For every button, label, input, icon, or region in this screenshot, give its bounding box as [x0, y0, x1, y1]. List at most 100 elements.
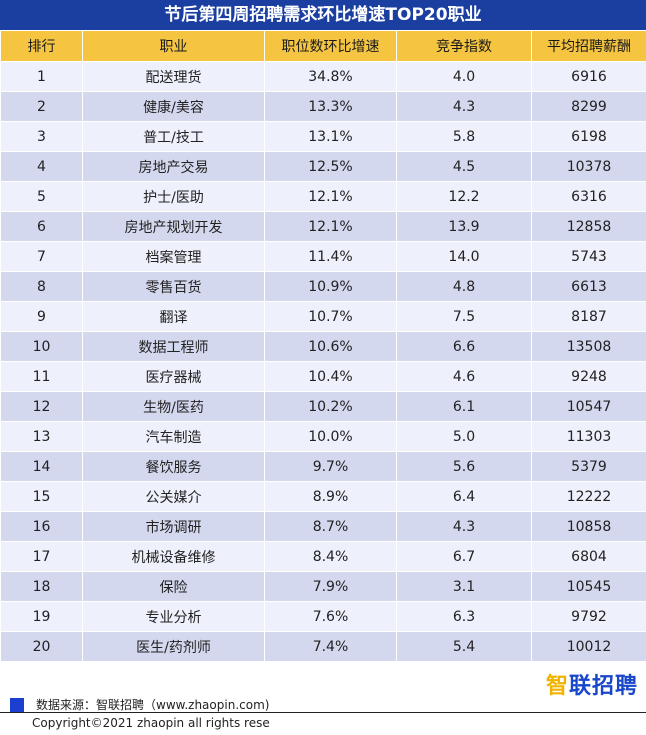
growth-cell: 11.4%	[264, 241, 397, 272]
competition-cell: 6.3	[396, 601, 532, 632]
salary-cell: 6198	[531, 121, 646, 152]
occupation-cell: 餐饮服务	[82, 451, 265, 482]
rank-cell: 1	[0, 61, 83, 92]
salary-cell: 10547	[531, 391, 646, 422]
competition-cell: 14.0	[396, 241, 532, 272]
salary-cell: 6613	[531, 271, 646, 302]
rank-cell: 13	[0, 421, 83, 452]
rank-cell: 10	[0, 331, 83, 362]
table-row: 12 生物/医药 10.2% 6.1 10547	[0, 391, 646, 422]
occupation-cell: 医疗器械	[82, 361, 265, 392]
growth-cell: 13.1%	[264, 121, 397, 152]
rank-cell: 8	[0, 271, 83, 302]
competition-cell: 12.2	[396, 181, 532, 212]
growth-cell: 13.3%	[264, 91, 397, 122]
competition-cell: 6.6	[396, 331, 532, 362]
growth-cell: 10.0%	[264, 421, 397, 452]
competition-cell: 4.6	[396, 361, 532, 392]
occupation-cell: 档案管理	[82, 241, 265, 272]
salary-cell: 13508	[531, 331, 646, 362]
growth-cell: 8.9%	[264, 481, 397, 512]
column-header-competition: 竞争指数	[396, 30, 532, 62]
salary-cell: 11303	[531, 421, 646, 452]
rank-cell: 12	[0, 391, 83, 422]
table-row: 16 市场调研 8.7% 4.3 10858	[0, 511, 646, 542]
competition-cell: 4.3	[396, 91, 532, 122]
table-row: 1 配送理货 34.8% 4.0 6916	[0, 61, 646, 92]
growth-cell: 9.7%	[264, 451, 397, 482]
occupation-cell: 专业分析	[82, 601, 265, 632]
occupation-cell: 保险	[82, 571, 265, 602]
salary-cell: 9248	[531, 361, 646, 392]
column-header-salary: 平均招聘薪酬	[531, 30, 646, 62]
rank-cell: 17	[0, 541, 83, 572]
rank-cell: 15	[0, 481, 83, 512]
salary-cell: 10012	[531, 631, 646, 662]
page-title: 节后第四周招聘需求环比增速TOP20职业	[0, 0, 646, 30]
competition-cell: 6.4	[396, 481, 532, 512]
competition-cell: 5.4	[396, 631, 532, 662]
growth-cell: 10.2%	[264, 391, 397, 422]
occupation-cell: 汽车制造	[82, 421, 265, 452]
table-row: 2 健康/美容 13.3% 4.3 8299	[0, 91, 646, 122]
growth-cell: 34.8%	[264, 61, 397, 92]
data-source-note: 数据来源：智联招聘（www.zhaopin.com)	[10, 696, 269, 713]
rank-cell: 14	[0, 451, 83, 482]
salary-cell: 8299	[531, 91, 646, 122]
rank-cell: 18	[0, 571, 83, 602]
salary-cell: 10858	[531, 511, 646, 542]
salary-cell: 5379	[531, 451, 646, 482]
occupation-cell: 普工/技工	[82, 121, 265, 152]
occupation-cell: 医生/药剂师	[82, 631, 265, 662]
table-header-row: 排行 职业 职位数环比增速 竞争指数 平均招聘薪酬	[0, 30, 646, 62]
table-row: 9 翻译 10.7% 7.5 8187	[0, 301, 646, 332]
competition-cell: 5.6	[396, 451, 532, 482]
growth-cell: 7.9%	[264, 571, 397, 602]
competition-cell: 6.1	[396, 391, 532, 422]
growth-cell: 7.4%	[264, 631, 397, 662]
ranking-table: 排行 职业 职位数环比增速 竞争指数 平均招聘薪酬 1 配送理货 34.8% 4.0 6…	[0, 30, 646, 662]
occupation-cell: 零售百货	[82, 271, 265, 302]
table-row: 6 房地产规划开发 12.1% 13.9 12858	[0, 211, 646, 242]
table-row: 10 数据工程师 10.6% 6.6 13508	[0, 331, 646, 362]
competition-cell: 7.5	[396, 301, 532, 332]
rank-cell: 2	[0, 91, 83, 122]
competition-cell: 4.8	[396, 271, 532, 302]
table-row: 20 医生/药剂师 7.4% 5.4 10012	[0, 631, 646, 662]
table-row: 5 护士/医助 12.1% 12.2 6316	[0, 181, 646, 212]
salary-cell: 12858	[531, 211, 646, 242]
table-row: 13 汽车制造 10.0% 5.0 11303	[0, 421, 646, 452]
competition-cell: 5.0	[396, 421, 532, 452]
table-row: 4 房地产交易 12.5% 4.5 10378	[0, 151, 646, 182]
logo-accent-char: 智	[545, 674, 569, 699]
table-row: 11 医疗器械 10.4% 4.6 9248	[0, 361, 646, 392]
competition-cell: 4.5	[396, 151, 532, 182]
table-row: 8 零售百货 10.9% 4.8 6613	[0, 271, 646, 302]
table-row: 19 专业分析 7.6% 6.3 9792	[0, 601, 646, 632]
growth-cell: 10.4%	[264, 361, 397, 392]
competition-cell: 4.3	[396, 511, 532, 542]
salary-cell: 9792	[531, 601, 646, 632]
zhaopin-logo: 智联招聘	[546, 668, 638, 700]
growth-cell: 10.7%	[264, 301, 397, 332]
table-row: 14 餐饮服务 9.7% 5.6 5379	[0, 451, 646, 482]
rank-cell: 19	[0, 601, 83, 632]
occupation-cell: 房地产规划开发	[82, 211, 265, 242]
column-header-occupation: 职业	[82, 30, 265, 62]
column-header-growth: 职位数环比增速	[264, 30, 397, 62]
logo-rest-text: 联招聘	[568, 674, 638, 699]
column-header-rank: 排行	[0, 30, 83, 62]
salary-cell: 10545	[531, 571, 646, 602]
occupation-cell: 配送理货	[82, 61, 265, 92]
table-row: 18 保险 7.9% 3.1 10545	[0, 571, 646, 602]
occupation-cell: 护士/医助	[82, 181, 265, 212]
salary-cell: 5743	[531, 241, 646, 272]
rank-cell: 6	[0, 211, 83, 242]
table-row: 7 档案管理 11.4% 14.0 5743	[0, 241, 646, 272]
rank-cell: 11	[0, 361, 83, 392]
competition-cell: 6.7	[396, 541, 532, 572]
salary-cell: 6804	[531, 541, 646, 572]
salary-cell: 12222	[531, 481, 646, 512]
competition-cell: 5.8	[396, 121, 532, 152]
footer-divider	[0, 712, 646, 713]
